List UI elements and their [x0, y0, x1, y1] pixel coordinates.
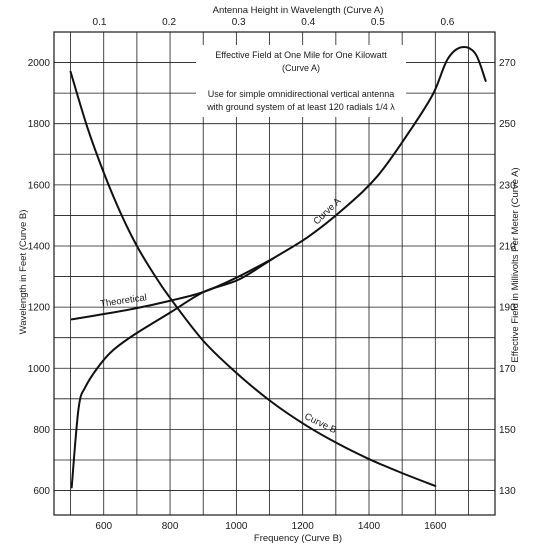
x-bottom-tick-label: 1600 [424, 521, 447, 532]
tick-labels: 600 800 1000 1200 1400 1600 0.1 0.2 0.3 0.4 0.5 0.6… [28, 17, 516, 532]
y-left-tick-label: 1800 [28, 119, 51, 130]
note-line-1: Effective Field at One Mile for One Kilo… [215, 50, 387, 60]
x-bottom-tick-label: 600 [95, 521, 112, 532]
y-left-tick-label: 1600 [28, 180, 51, 191]
plot-frame [53, 31, 496, 516]
y-right-tick-label: 190 [499, 303, 516, 314]
x-bottom-tick-label: 1400 [358, 521, 381, 532]
y-right-tick-label: 210 [499, 241, 516, 252]
x-top-tick-label: 0.6 [440, 17, 454, 28]
y-right-axis-title: Effective Field in Millivolts Per Meter … [510, 167, 521, 362]
series [69, 46, 487, 489]
y-left-tick-label: 2000 [28, 58, 51, 69]
x-top-tick-label: 0.3 [232, 17, 246, 28]
x-top-tick-label: 0.5 [371, 17, 385, 28]
x-top-tick-label: 0.4 [301, 17, 315, 28]
x-bottom-tick-label: 1000 [225, 521, 248, 532]
y-left-tick-label: 800 [33, 425, 50, 436]
y-left-tick-label: 600 [33, 486, 50, 497]
note-line-4: with ground system of at least 120 radia… [206, 102, 395, 112]
y-left-tick-label: 1000 [28, 364, 51, 375]
y-right-tick-label: 130 [499, 486, 516, 497]
x-bottom-axis-title: Frequency (Curve B) [254, 533, 342, 544]
series-line-theoretical [70, 257, 275, 321]
note-box [196, 45, 406, 117]
y-left-tick-label: 1200 [28, 303, 51, 314]
x-top-tick-label: 0.1 [93, 17, 107, 28]
note: Effective Field at One Mile for One Kilo… [206, 50, 395, 112]
x-bottom-tick-label: 800 [162, 521, 179, 532]
y-right-tick-label: 230 [499, 180, 516, 191]
y-right-tick-label: 270 [499, 58, 516, 69]
x-top-tick-label: 0.2 [162, 17, 176, 28]
y-right-tick-label: 250 [499, 119, 516, 130]
x-top-axis-title: Antenna Height in Wavelength (Curve A) [213, 5, 384, 16]
note-line-2: (Curve A) [282, 63, 320, 73]
y-left-tick-label: 1400 [28, 241, 51, 252]
note-line-3: Use for simple omnidirectional vertical … [208, 89, 395, 99]
x-bottom-tick-label: 1200 [292, 521, 315, 532]
series-line-curve-b [69, 70, 437, 487]
y-left-axis-title: Wavelength in Feet (Curve B) [18, 210, 29, 335]
y-right-tick-label: 150 [499, 425, 516, 436]
y-right-tick-label: 170 [499, 364, 516, 375]
